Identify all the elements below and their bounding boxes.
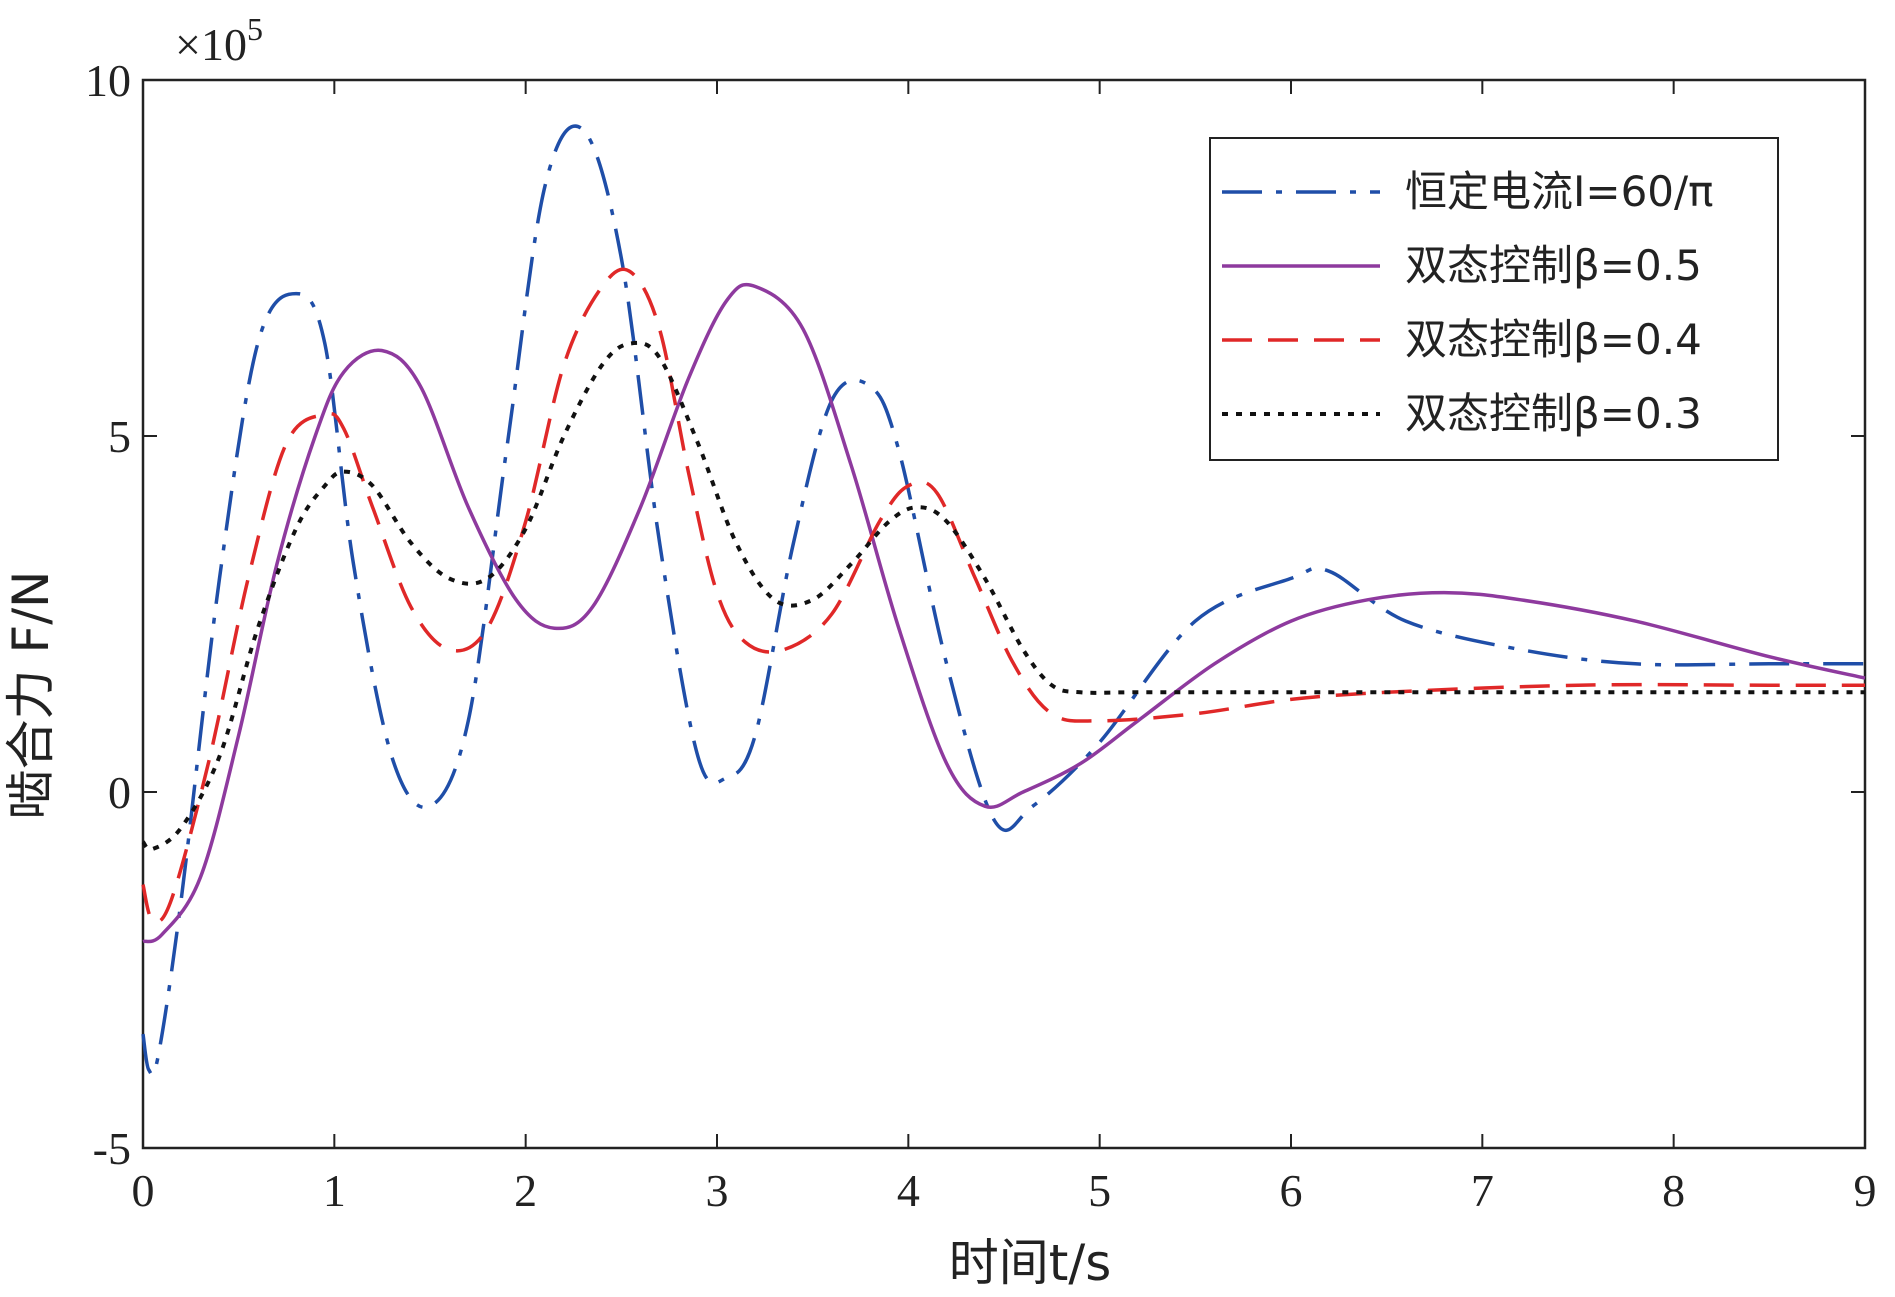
- series-line-3: [141, 267, 1865, 924]
- legend-label: 双态控制β=0.5: [1405, 241, 1702, 290]
- y-tick-label: 10: [85, 55, 131, 106]
- x-tick-label: 7: [1471, 1165, 1494, 1216]
- series-layer: [141, 124, 1866, 1077]
- x-tick-label: 5: [1088, 1165, 1111, 1216]
- legend-items: 恒定电流I=60/π 双态控制β=0.5 双态控制β=0.4 双态控制β=0.3: [1222, 167, 1713, 438]
- y-tick-label: 0: [108, 767, 131, 818]
- x-tick-label: 9: [1854, 1165, 1877, 1216]
- legend-label: 恒定电流I=60/π: [1405, 167, 1713, 216]
- y-multiplier-base: ×10: [175, 19, 247, 70]
- x-tick-label: 1: [323, 1165, 346, 1216]
- x-tick-label: 3: [706, 1165, 729, 1216]
- x-tick-label: 0: [132, 1165, 155, 1216]
- x-tick-label: 8: [1662, 1165, 1685, 1216]
- plot-area: [141, 78, 1867, 1150]
- x-tick-label: 2: [514, 1165, 537, 1216]
- series-line-2: [142, 282, 1866, 944]
- series-line-4: [141, 340, 1865, 852]
- x-axis-title: 时间t/s: [949, 1234, 1112, 1292]
- y-multiplier-exponent: 5: [247, 11, 263, 47]
- y-tick-label: 5: [108, 411, 131, 462]
- series-line-1: [141, 124, 1865, 1077]
- y-tick-label: -5: [93, 1123, 131, 1174]
- y-axis-title: 啮合力 F/N: [2, 571, 60, 820]
- y-multiplier-label: ×105: [175, 11, 263, 70]
- plot-frame: [141, 78, 1867, 1150]
- axis-ticks: [142, 79, 1866, 1149]
- x-tick-labels: 0 1 2 3 4 5 6 7 8 9: [132, 1165, 1877, 1216]
- y-tick-labels: -5 0 5 10: [85, 55, 131, 1174]
- x-tick-label: 4: [897, 1165, 920, 1216]
- legend: 恒定电流I=60/π 双态控制β=0.5 双态控制β=0.4 双态控制β=0.3: [1209, 137, 1779, 461]
- x-tick-label: 6: [1280, 1165, 1303, 1216]
- legend-label: 双态控制β=0.4: [1405, 315, 1702, 364]
- legend-label: 双态控制β=0.3: [1405, 389, 1702, 438]
